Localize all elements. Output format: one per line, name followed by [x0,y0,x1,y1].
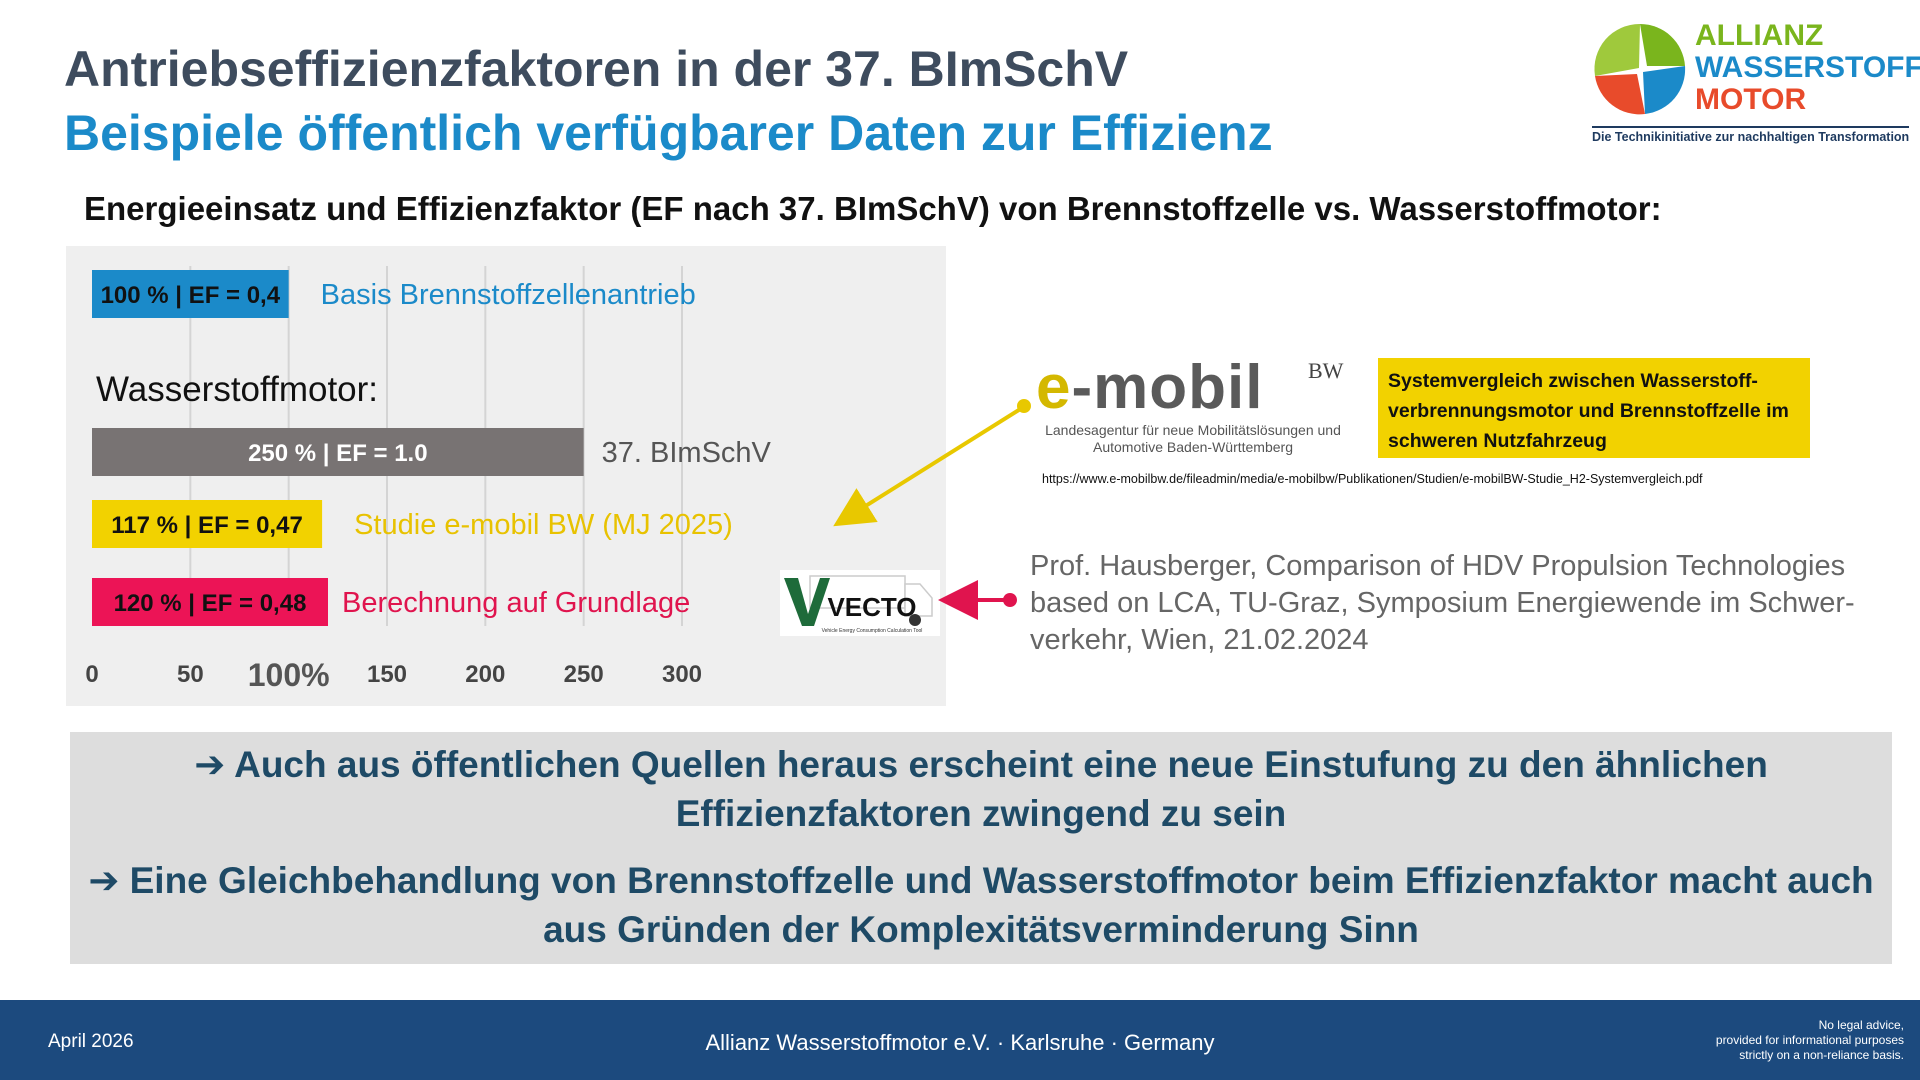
chart-tick-label: 300 [662,661,702,688]
chart-tick-label: 250 [564,661,604,688]
emobil-arrow [833,406,1024,527]
logo-line-3: MOTOR [1695,83,1807,116]
vecto-logo-subtitle: Vehicle Energy Consumption Calculation T… [822,628,923,634]
logo-tagline: Die Technikinitiative zur nachhaltigen T… [1592,126,1910,144]
page-subtitle: Beispiele öffentlich verfügbarer Daten z… [64,105,1273,161]
section-heading: Energieeinsatz und Effizienzfaktor (EF n… [84,190,1662,227]
emobil-arrow-dot [1017,399,1031,413]
chart-bar [92,428,584,476]
conclusion-2: ➔ Eine Gleichbehandlung von Brennstoffze… [88,860,1874,950]
hausberger-source: Prof. Hausberger, Comparison of HDV Prop… [1030,550,1855,656]
chart-series-label: Studie e-mobil BW (MJ 2025) [354,509,733,541]
conclusion-box [70,732,1892,964]
emobil-logo-bw: BW [1308,358,1344,383]
efficiency-bar-chart: 100 % | EF = 0,4 Basis Brennstoffzellenan… [85,266,772,693]
logo-line-2: WASSERSTOFF [1695,51,1920,84]
chart-series-label: 37. BImSchV [602,437,772,469]
chart-tick-label: 100% [248,657,330,693]
chart-bar-label: 117 % | EF = 0,47 [111,512,303,539]
page-title: Antriebseffizienzfaktoren in der 37. BIm… [64,41,1129,97]
footer-date: April 2026 [48,1031,134,1052]
emobil-logo-e: e [1036,353,1072,422]
chart-bar-label: 250 % | EF = 1.0 [248,440,427,467]
conclusion-1: ➔ Auch aus öffentlichen Quellen heraus e… [194,744,1768,834]
chart-bar-label: 100 % | EF = 0,4 [101,282,281,309]
allianz-logo-icon [1594,23,1686,115]
emobil-logo-subtitle: Landesagentur für neue Mobilitätslösunge… [1045,422,1341,455]
chart-bar-label: 120 % | EF = 0,48 [114,590,307,617]
footer-legal-notice: No legal advice, provided for informatio… [1716,1018,1904,1063]
chart-series-label: Berechnung auf Grundlage [342,587,690,619]
emobil-logo-word: -mobil [1071,353,1264,422]
vecto-arrow-dot [1003,593,1017,607]
vecto-logo-icon: VECTO Vehicle Energy Consumption Calcula… [780,570,940,636]
footer-legal-line: strictly on a non-reliance basis. [1739,1048,1904,1062]
emobil-study-title: Systemvergleich zwischen Wasserstoff-ver… [1378,358,1810,458]
chart-bar [92,578,328,626]
footer-legal-line: No legal advice, [1818,1018,1904,1032]
chart-bar [92,500,323,548]
chart-series-label: Basis Brennstoffzellenantrieb [321,279,696,311]
chart-bar [92,270,289,318]
footer-legal-line: provided for informational purposes [1715,1033,1904,1047]
chart-tick-label: 50 [177,661,204,688]
chart-tick-label: 150 [367,661,407,688]
footer-bar [0,1000,1920,1080]
emobil-study-url[interactable]: https://www.e-mobilbw.de/fileadmin/media… [1042,472,1703,486]
chart-tick-label: 0 [85,661,98,688]
logo-line-1: ALLIANZ [1695,19,1824,52]
vecto-logo-text: VECTO [827,592,916,622]
footer-organization: Allianz Wasserstoffmotor e.V. · Karlsruh… [705,1030,1215,1055]
chart-group-label: Wasserstoffmotor: [96,370,379,409]
logo-wordmark: ALLIANZ WASSERSTOFF MOTOR [1695,20,1920,116]
chart-tick-label: 200 [465,661,505,688]
emobil-logo: e-mobil [1036,352,1263,423]
